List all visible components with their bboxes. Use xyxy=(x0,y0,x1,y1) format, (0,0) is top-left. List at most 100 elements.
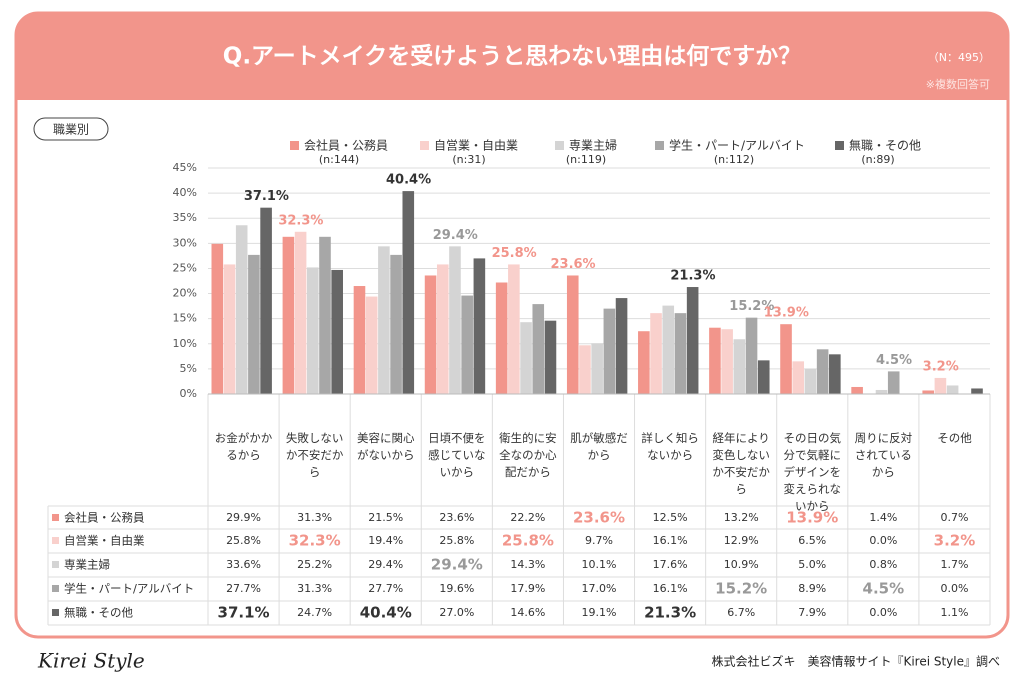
row-swatch xyxy=(52,561,59,568)
bar-highlight-label: 37.1% xyxy=(244,189,289,204)
bar xyxy=(721,329,733,394)
bar-highlight-label: 15.2% xyxy=(729,299,774,314)
bar xyxy=(306,267,319,394)
y-tick-label: 25% xyxy=(173,261,197,274)
note: ※複数回答可 xyxy=(926,77,990,91)
bar-highlight-label: 4.5% xyxy=(876,353,912,368)
legend-n: (n:31) xyxy=(452,153,485,166)
table-value: 27.0% xyxy=(439,606,474,619)
row-label: 学生・パート/アルバイト xyxy=(64,582,194,596)
bar xyxy=(662,305,675,394)
bar xyxy=(566,275,579,394)
table-value: 17.0% xyxy=(582,582,617,595)
bar-highlight-label: 23.6% xyxy=(550,257,595,272)
bar xyxy=(532,304,545,394)
table-value: 0.0% xyxy=(869,534,897,547)
category-label: 衛生的に安全なのか心配だから xyxy=(499,431,557,479)
table-value: 0.0% xyxy=(869,606,897,619)
row-swatch xyxy=(52,585,59,592)
table-value: 27.7% xyxy=(226,582,261,595)
table-value: 10.9% xyxy=(724,558,759,571)
table-value: 29.9% xyxy=(226,511,261,524)
bar xyxy=(235,225,248,394)
bar xyxy=(223,264,236,394)
bar xyxy=(674,313,687,394)
table-value: 13.2% xyxy=(724,511,759,524)
bar-highlight-label: 29.4% xyxy=(433,228,478,243)
bar xyxy=(829,354,841,394)
bar xyxy=(804,368,817,394)
bar xyxy=(508,264,520,394)
table-value-highlight: 21.3% xyxy=(644,604,696,622)
category-label: 詳しく知らないから xyxy=(641,431,699,462)
category-label: その他 xyxy=(937,431,972,445)
category-label: その日の気分で気軽にデザインを変えられないから xyxy=(784,431,842,513)
category-label: 失敗しないか不安だから xyxy=(286,431,344,479)
table-value: 0.0% xyxy=(940,582,968,595)
legend-n: (n:119) xyxy=(566,153,606,166)
row-label: 自営業・自由業 xyxy=(64,534,145,548)
row-label: 会社員・公務員 xyxy=(64,511,145,525)
category-label: 周りに反対されているから xyxy=(855,431,913,479)
legend-swatch xyxy=(835,141,844,150)
row-label: 専業主婦 xyxy=(64,558,110,572)
bar-highlight-label: 40.4% xyxy=(386,173,431,188)
table-value: 5.0% xyxy=(798,558,826,571)
row-label: 無職・その他 xyxy=(64,606,133,620)
bar xyxy=(650,313,662,394)
table-value-highlight: 40.4% xyxy=(360,604,412,622)
sample-size: （N：495） xyxy=(928,51,990,64)
bar xyxy=(875,389,888,394)
bar xyxy=(757,360,770,394)
bar xyxy=(816,349,829,394)
table-value: 17.9% xyxy=(510,582,545,595)
table-value-highlight: 23.6% xyxy=(573,509,625,527)
y-tick-label: 5% xyxy=(180,362,197,375)
bar xyxy=(638,331,650,394)
legend-label: 無職・その他 xyxy=(849,138,921,153)
bar xyxy=(591,343,603,394)
bar-highlight-label: 32.3% xyxy=(278,213,323,228)
bar xyxy=(248,254,260,394)
table-value: 14.6% xyxy=(510,606,545,619)
bar-highlight-label: 21.3% xyxy=(670,269,715,284)
bar xyxy=(733,339,746,394)
y-tick-label: 10% xyxy=(173,337,197,350)
table-value: 19.4% xyxy=(368,534,403,547)
table-value: 1.4% xyxy=(869,511,897,524)
table-value: 31.3% xyxy=(297,511,332,524)
bar xyxy=(520,322,532,394)
bar xyxy=(294,231,307,394)
legend-label: 会社員・公務員 xyxy=(304,138,388,153)
table-value-highlight: 15.2% xyxy=(715,580,767,598)
bar xyxy=(331,269,343,394)
logo: Kirei Style xyxy=(37,649,145,673)
bar xyxy=(851,386,863,394)
y-tick-label: 15% xyxy=(173,312,197,325)
table-value-highlight: 25.8% xyxy=(502,532,554,550)
row-swatch xyxy=(52,514,59,521)
table-value-highlight: 3.2% xyxy=(934,532,976,550)
table-value-highlight: 4.5% xyxy=(863,580,905,598)
bar-highlight-label: 3.2% xyxy=(923,359,959,374)
legend-swatch xyxy=(420,141,429,150)
table-value: 6.5% xyxy=(798,534,826,547)
category-label: 経年により変色しないか不安だから xyxy=(712,431,770,496)
bar xyxy=(365,296,378,394)
bar xyxy=(260,207,272,394)
legend-n: (n:89) xyxy=(861,153,894,166)
bar xyxy=(745,317,758,394)
bar xyxy=(922,390,935,394)
legend-swatch xyxy=(555,141,564,150)
table-value: 31.3% xyxy=(297,582,332,595)
table-value: 22.2% xyxy=(510,511,545,524)
table-value: 33.6% xyxy=(226,558,261,571)
bar xyxy=(282,236,295,394)
legend-n: (n:112) xyxy=(714,153,754,166)
table-value: 16.1% xyxy=(653,582,688,595)
title: Q.アートメイクを受けようと思わない理由は何ですか？ xyxy=(223,43,801,70)
chart: 0%5%10%15%20%25%30%35%40%45%会社員・公務員(n:14… xyxy=(47,138,991,626)
bar xyxy=(436,264,449,394)
y-tick-label: 0% xyxy=(180,387,197,400)
bar-highlight-label: 13.9% xyxy=(764,306,809,321)
